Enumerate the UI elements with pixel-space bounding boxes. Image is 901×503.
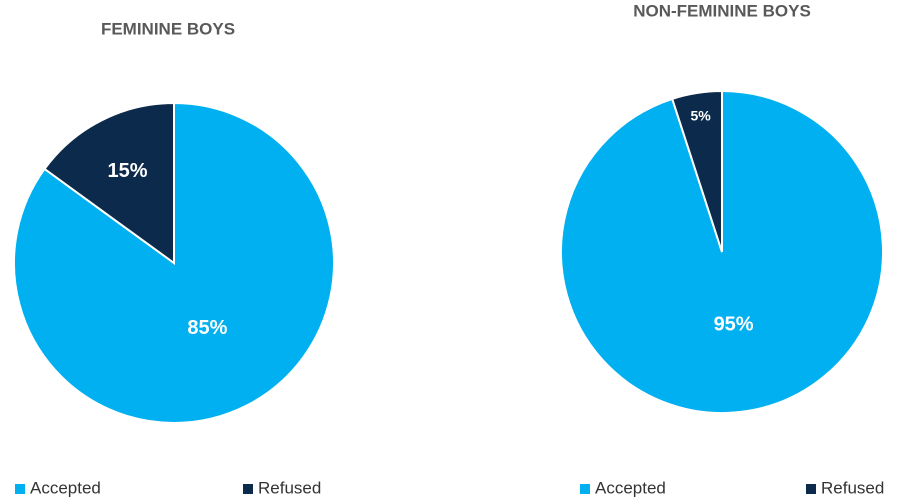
legend-swatch: [15, 484, 25, 494]
pie-slice: [43, 101, 175, 265]
pie-slice: [670, 89, 723, 253]
legend-label: Accepted: [595, 478, 666, 497]
data-label: 5%: [690, 108, 711, 124]
chart-title: FEMININE BOYS: [101, 19, 235, 38]
legend-swatch: [580, 484, 590, 494]
legend-label: Refused: [258, 478, 321, 497]
chart-title: NON-FEMININE BOYS: [633, 1, 811, 20]
legend-swatch: [243, 484, 253, 494]
data-label: 85%: [187, 317, 227, 339]
data-label: 15%: [107, 160, 147, 182]
legend-swatch: [806, 484, 816, 494]
legend-label: Refused: [821, 478, 884, 497]
legend-label: Accepted: [30, 478, 101, 497]
data-label: 95%: [714, 313, 754, 335]
